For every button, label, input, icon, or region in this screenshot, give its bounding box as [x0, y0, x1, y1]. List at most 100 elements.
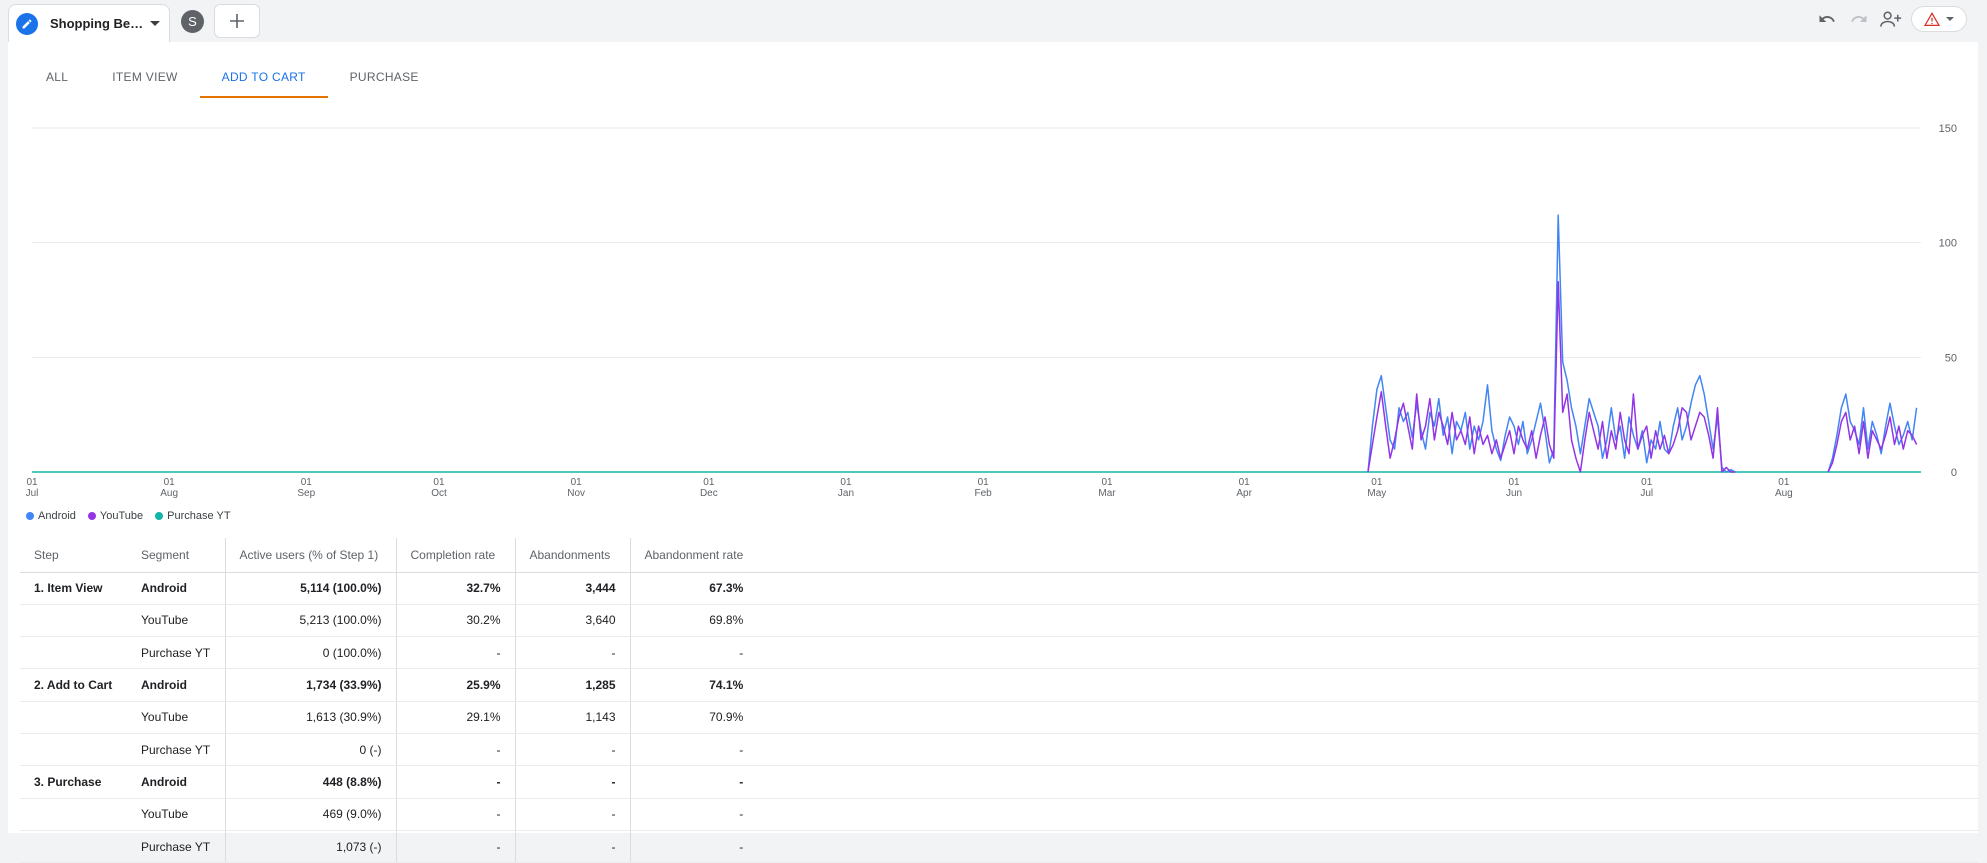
table-row[interactable]: 3. Purchase Android 448 (8.8%) - - - [20, 765, 1978, 799]
abandonments-cell: 3,444 [514, 572, 630, 605]
tab-item-view[interactable]: ITEM VIEW [112, 70, 178, 84]
segment-cell: Purchase YT [127, 733, 225, 767]
legend-label: Android [38, 510, 76, 522]
x-tick-label: 01 [1641, 477, 1653, 488]
segment-cell: Android [127, 572, 225, 605]
table-row[interactable]: 2. Add to Cart Android 1,734 (33.9%) 25.9% 1… [20, 668, 1978, 702]
y-tick-label: 50 [1945, 352, 1957, 364]
x-tick-label: Jul [26, 488, 38, 499]
row-spacer [757, 798, 1978, 831]
tab-purchase[interactable]: PURCHASE [349, 70, 419, 84]
x-tick-label: Aug [1775, 488, 1793, 499]
legend-swatch [155, 512, 164, 520]
step-cell [20, 798, 127, 831]
completion-rate-cell: - [395, 765, 515, 799]
x-tick-label: Oct [431, 488, 447, 499]
active-users-cell: 1,613 (30.9%) [224, 701, 396, 734]
row-spacer [757, 701, 1978, 734]
y-tick-label: 0 [1951, 467, 1957, 479]
add-tab-button[interactable] [214, 4, 260, 38]
x-tick-label: 01 [164, 477, 176, 488]
column-header-completion-rate[interactable]: Completion rate [395, 538, 515, 573]
active-users-cell: 448 (8.8%) [224, 765, 396, 799]
share-icon[interactable] [1879, 7, 1903, 31]
abandonment-rate-cell: 69.8% [629, 604, 758, 638]
redo-icon[interactable] [1847, 7, 1871, 31]
completion-rate-cell: - [395, 636, 515, 670]
column-header-segment[interactable]: Segment [127, 538, 225, 573]
legend-item-youtube[interactable]: YouTube [87, 510, 143, 522]
warning-icon [1924, 12, 1940, 26]
legend-swatch [26, 512, 34, 520]
x-tick-label: Dec [700, 488, 718, 499]
segment-cell: YouTube [127, 604, 225, 638]
table-row[interactable]: Purchase YT 1,073 (-) - - - [20, 830, 1978, 863]
column-header-abandonment-rate[interactable]: Abandonment rate [629, 538, 758, 573]
pencil-icon[interactable] [16, 12, 38, 35]
column-spacer [757, 538, 1978, 573]
y-tick-label: 100 [1939, 238, 1957, 250]
step-cell: 1. Item View [20, 572, 127, 605]
abandonments-cell: - [514, 830, 630, 863]
abandonments-cell: 1,285 [514, 668, 630, 702]
table-row[interactable]: YouTube 1,613 (30.9%) 29.1% 1,143 70.9% [20, 701, 1978, 734]
x-tick-label: 01 [433, 477, 445, 488]
exploration-panel: ALL ITEM VIEW ADD TO CART PURCHASE 0 50 10… [8, 42, 1981, 863]
abandonments-cell: 1,143 [514, 701, 630, 734]
step-tabs: ALL ITEM VIEW ADD TO CART PURCHASE [24, 60, 441, 100]
row-spacer [757, 830, 1978, 863]
abandonments-cell: - [514, 798, 630, 831]
tab-all[interactable]: ALL [46, 70, 69, 84]
row-spacer [757, 604, 1978, 638]
segment-avatar[interactable]: S [181, 10, 204, 33]
abandonment-rate-cell: - [629, 765, 758, 799]
table-row[interactable]: Purchase YT 0 (-) - - - [20, 733, 1978, 767]
series-line-youtube [1827, 411, 1918, 473]
table-row[interactable]: 1. Item View Android 5,114 (100.0%) 32.7% 3,… [20, 572, 1978, 605]
x-tick-label: 01 [840, 477, 852, 488]
step-cell [20, 701, 127, 734]
row-spacer [757, 572, 1978, 605]
trend-chart[interactable]: 05010015001Jul01Aug01Sep01Oct01Nov01Dec0… [26, 110, 1981, 510]
completion-rate-cell: - [395, 830, 515, 863]
table-row[interactable]: Purchase YT 0 (100.0%) - - - [20, 636, 1978, 670]
completion-rate-cell: 29.1% [395, 701, 515, 734]
chevron-down-icon[interactable] [150, 21, 160, 26]
x-tick-label: 01 [1239, 477, 1251, 488]
plus-icon [230, 14, 244, 28]
x-tick-label: 01 [978, 477, 990, 488]
x-tick-label: 01 [1778, 477, 1790, 488]
x-tick-label: Apr [1236, 488, 1252, 499]
x-tick-label: Jul [1640, 488, 1653, 499]
x-tick-label: Jan [838, 488, 854, 499]
column-header-active-users[interactable]: Active users (% of Step 1) [224, 538, 396, 573]
segment-cell: YouTube [127, 798, 225, 831]
column-header-step[interactable]: Step [20, 538, 127, 573]
segment-cell: Purchase YT [127, 636, 225, 670]
active-users-cell: 0 (100.0%) [224, 636, 396, 670]
segment-cell: YouTube [127, 701, 225, 734]
top-bar: Shopping Beh... S [0, 0, 1987, 42]
abandonments-cell: - [514, 733, 630, 767]
legend-item-android[interactable]: Android [26, 510, 76, 522]
table-row[interactable]: YouTube 5,213 (100.0%) 30.2% 3,640 69.8% [20, 604, 1978, 638]
abandonments-cell: - [514, 636, 630, 670]
column-header-abandonments[interactable]: Abandonments [514, 538, 630, 573]
step-cell [20, 733, 127, 767]
x-tick-label: 01 [26, 477, 38, 488]
warning-menu[interactable] [1911, 6, 1967, 32]
x-tick-label: May [1367, 488, 1386, 499]
exploration-tab[interactable]: Shopping Beh... [8, 4, 170, 42]
series-line-android [1367, 214, 1736, 473]
exploration-title: Shopping Beh... [50, 16, 144, 31]
row-spacer [757, 636, 1978, 670]
chart-legend: Android YouTube Purchase YT [26, 510, 231, 522]
table-row[interactable]: YouTube 469 (9.0%) - - - [20, 798, 1978, 831]
tab-add-to-cart[interactable]: ADD TO CART [199, 60, 328, 98]
completion-rate-cell: - [395, 798, 515, 831]
completion-rate-cell: 25.9% [395, 668, 515, 702]
undo-icon[interactable] [1815, 7, 1839, 31]
abandonment-rate-cell: - [629, 798, 758, 831]
legend-item-purchase-yt[interactable]: Purchase YT [155, 510, 231, 522]
step-cell [20, 830, 127, 863]
